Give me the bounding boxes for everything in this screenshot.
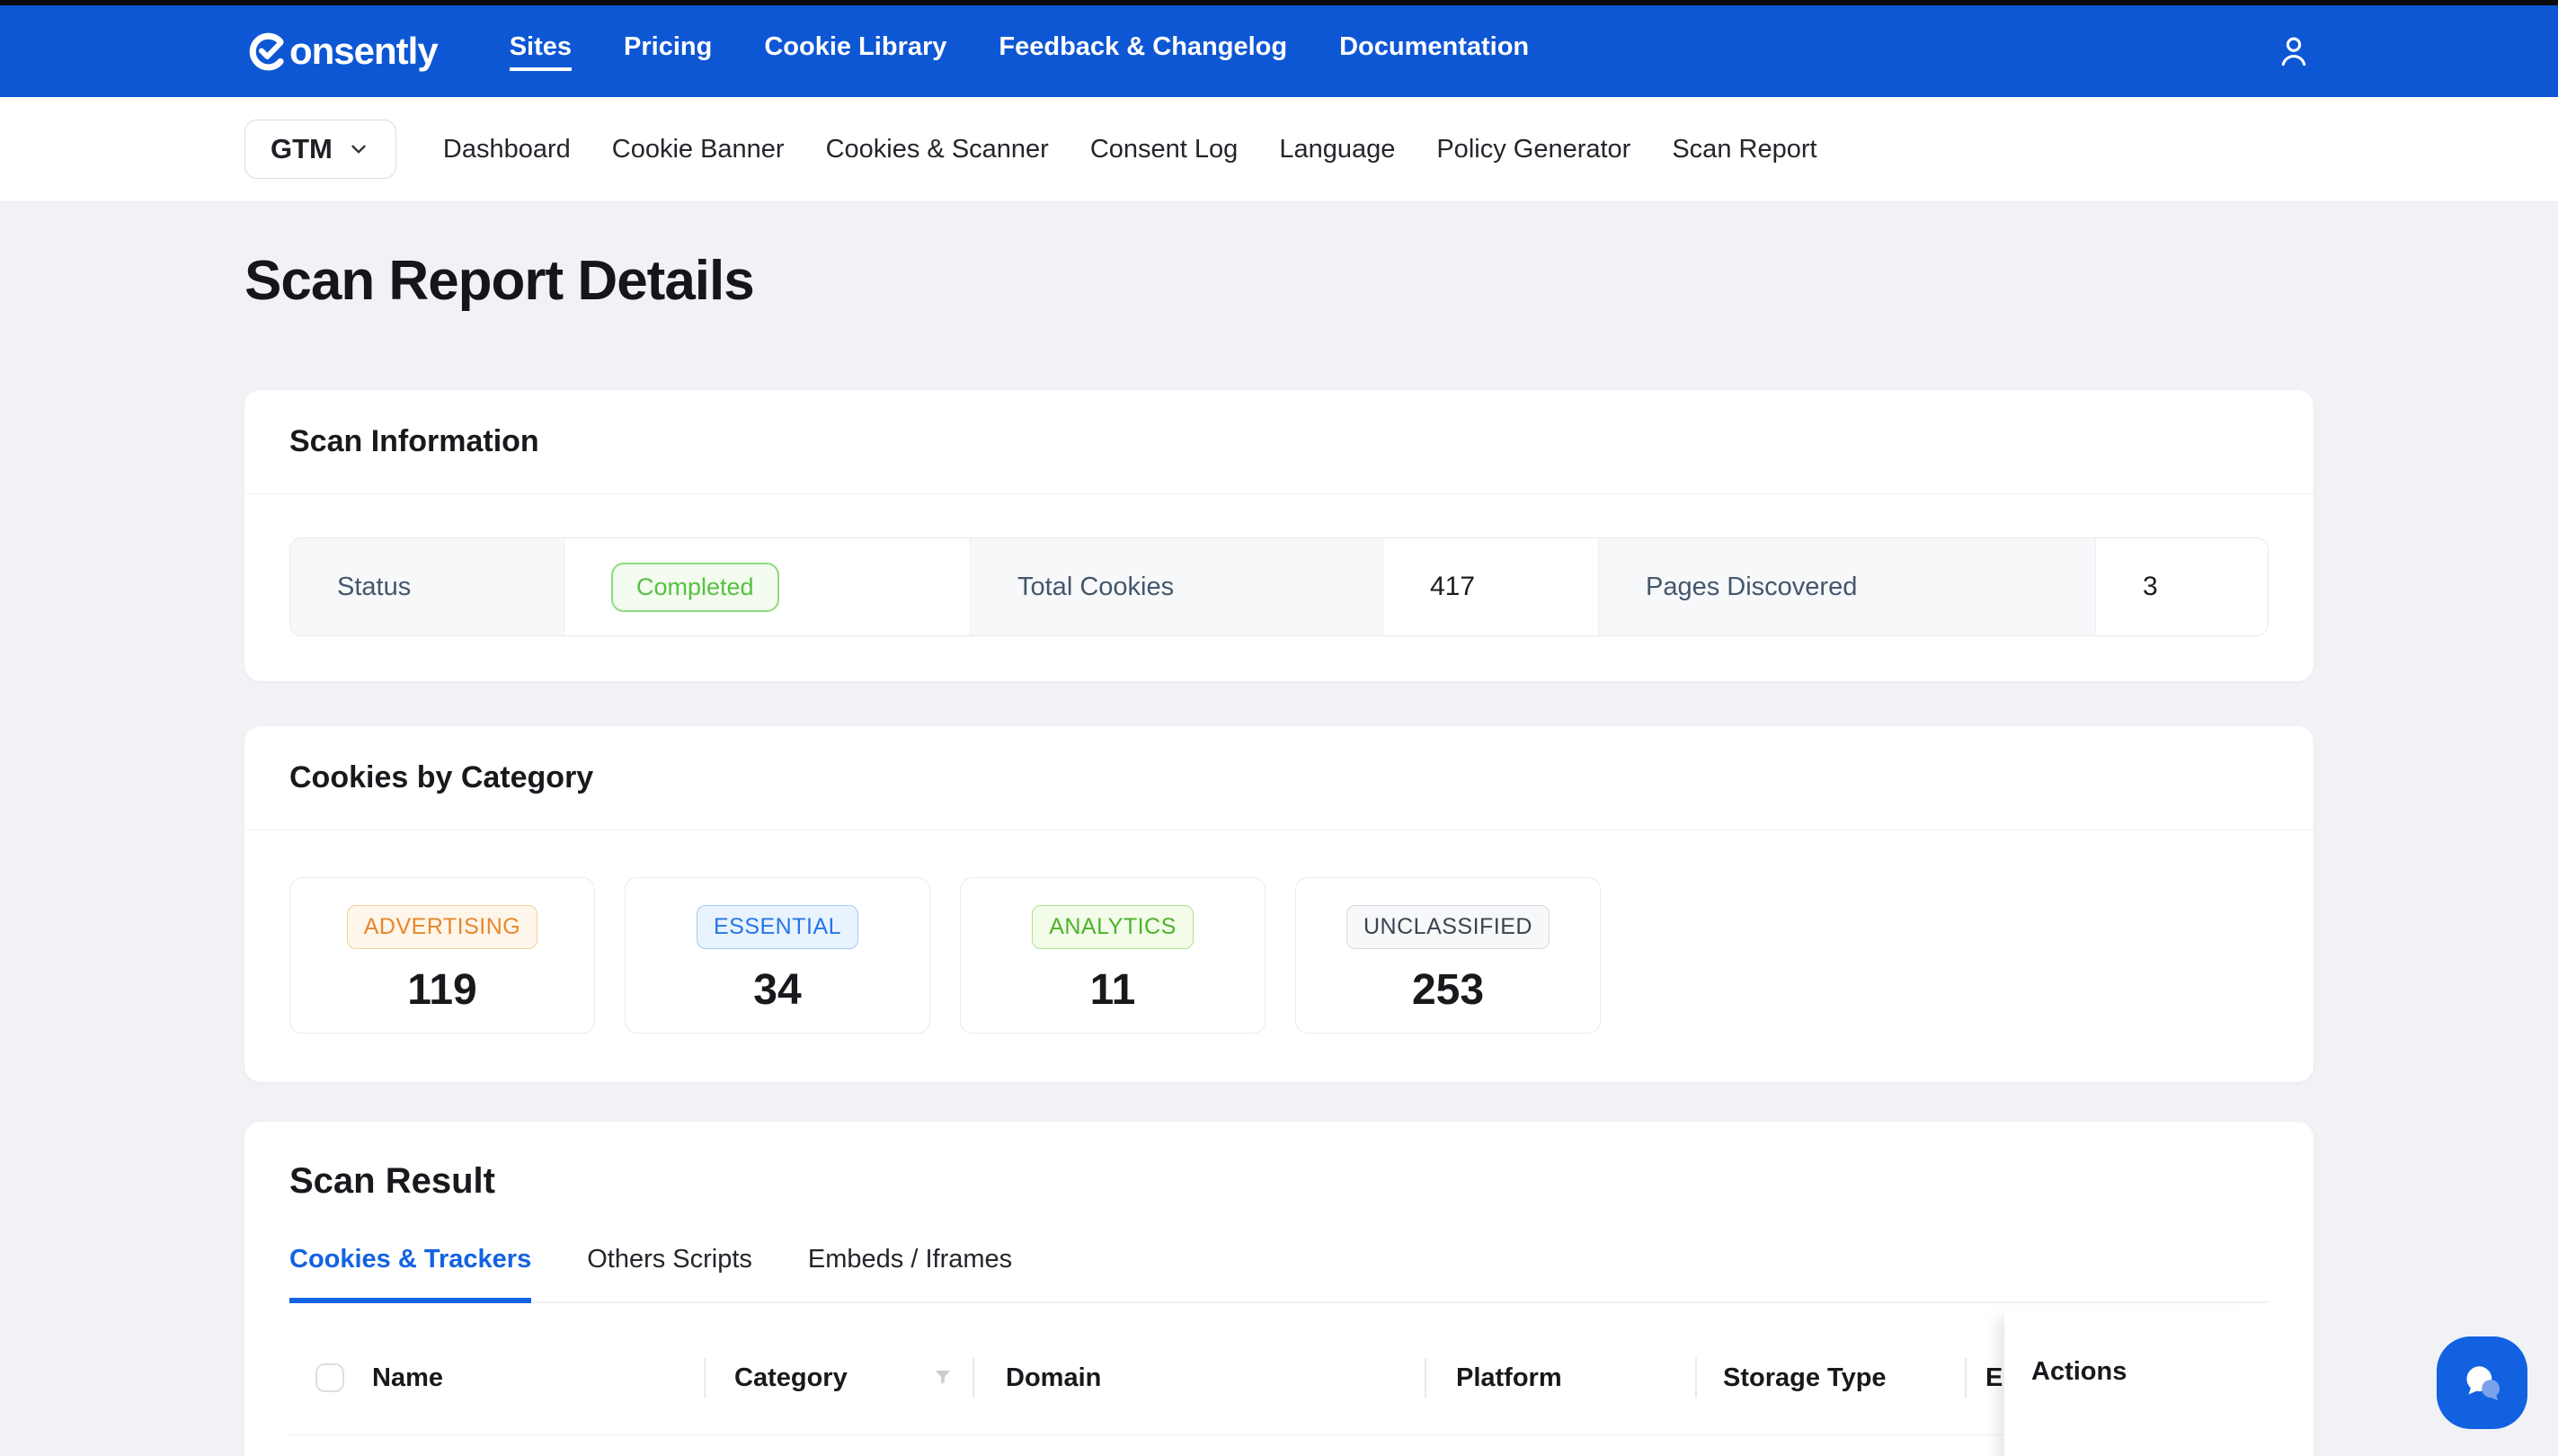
category-card-advertising: ADVERTISING 119 [289,877,595,1034]
topnav-item-feedback-changelog[interactable]: Feedback & Changelog [999,31,1288,61]
actions-column-sticky: Actions [2004,1309,2269,1456]
category-count-unclassified: 253 [1411,966,1485,1014]
category-count-analytics: 11 [1089,966,1136,1014]
category-badge-advertising: ADVERTISING [346,905,538,949]
category-count-advertising: 119 [407,966,477,1014]
tab-cookies-trackers[interactable]: Cookies & Trackers [289,1245,532,1303]
status-badge: Completed [611,562,779,612]
subnav-item-consent-log[interactable]: Consent Log [1089,134,1239,164]
subnav-item-scan-report[interactable]: Scan Report [1672,134,1817,164]
column-header-platform-label: Platform [1456,1363,1562,1392]
column-header-truncated-label: E [1985,1363,2003,1392]
column-header-domain-label: Domain [1006,1363,1102,1392]
topnav-item-pricing[interactable]: Pricing [624,31,713,61]
scan-information-card: Scan Information Status Completed Total … [244,390,2314,681]
column-header-category-label: Category [734,1363,848,1392]
topbar: onsently Sites Pricing Cookie Library Fe… [0,5,2558,97]
results-table: Name Category Domain Platform [289,1309,2269,1456]
chat-bubbles-icon [2465,1365,2500,1400]
column-header-storage-type: Storage Type [1695,1321,1965,1434]
site-navigation: GTM Dashboard Cookie Banner Cookies & Sc… [0,97,2558,202]
column-header-domain: Domain [973,1321,1425,1434]
top-navigation: Sites Pricing Cookie Library Feedback & … [509,31,1530,71]
tab-others-scripts[interactable]: Others Scripts [587,1245,752,1303]
column-header-name-label: Name [372,1363,443,1392]
total-cookies-label: Total Cookies [971,538,1383,635]
column-divider [1425,1358,1426,1398]
chevron-down-icon [351,145,366,154]
status-label: Status [290,538,564,635]
category-card-unclassified: UNCLASSIFIED 253 [1295,877,1601,1034]
site-selector-dropdown[interactable]: GTM [244,120,396,179]
page-title: Scan Report Details [244,250,755,312]
logo-wordmark: onsently [289,30,439,72]
subnav-item-policy-generator[interactable]: Policy Generator [1436,134,1631,164]
window-top-edge [0,0,2558,5]
scan-info-row: Status Completed Total Cookies 417 Pages… [289,537,2269,636]
subnav-item-dashboard[interactable]: Dashboard [442,134,571,164]
column-divider [704,1358,706,1398]
chat-widget-button[interactable] [2437,1336,2527,1429]
category-badge-unclassified: UNCLASSIFIED [1346,905,1550,949]
scan-result-card: Scan Result Cookies & Trackers Others Sc… [244,1122,2314,1456]
column-divider [1695,1358,1697,1398]
status-value-cell: Completed [564,538,971,635]
scan-result-title: Scan Result [289,1161,495,1201]
scan-information-title: Scan Information [244,390,2314,494]
column-divider [973,1358,974,1398]
category-count-essential: 34 [753,966,802,1014]
pages-discovered-value: 3 [2096,538,2268,635]
category-badge-analytics: ANALYTICS [1032,905,1194,949]
topnav-item-sites[interactable]: Sites [509,32,573,71]
total-cookies-value: 417 [1383,538,1599,635]
column-divider [1965,1358,1967,1398]
column-header-truncated: E [1965,1321,2037,1434]
category-badge-essential: ESSENTIAL [696,905,859,949]
cookies-by-category-title: Cookies by Category [244,726,2314,830]
user-icon [2281,37,2306,67]
table-header-row: Name Category Domain Platform [289,1321,2269,1435]
logo-c-check-icon [249,32,284,71]
cookies-by-category-card: Cookies by Category ADVERTISING 119 ESSE… [244,726,2314,1082]
filter-icon[interactable] [931,1366,955,1389]
topnav-item-documentation[interactable]: Documentation [1339,31,1530,61]
select-all-checkbox[interactable] [315,1363,344,1392]
pages-discovered-label: Pages Discovered [1599,538,2096,635]
user-menu-button[interactable] [2274,31,2314,71]
category-card-essential: ESSENTIAL 34 [625,877,930,1034]
column-header-actions: Actions [2031,1357,2127,1386]
subnav-item-cookie-banner[interactable]: Cookie Banner [611,134,785,164]
column-header-category: Category [704,1321,973,1434]
logo[interactable]: onsently [244,28,439,75]
category-card-analytics: ANALYTICS 11 [960,877,1266,1034]
site-selector-value: GTM [271,133,333,164]
column-header-storage-type-label: Storage Type [1723,1363,1887,1392]
subnav-item-language[interactable]: Language [1279,134,1396,164]
tab-embeds-iframes[interactable]: Embeds / Iframes [808,1245,1012,1303]
topnav-item-cookie-library[interactable]: Cookie Library [764,31,947,61]
subnav-item-cookies-scanner[interactable]: Cookies & Scanner [825,134,1049,164]
tab-bar: Cookies & Trackers Others Scripts Embeds… [289,1245,2269,1303]
column-header-platform: Platform [1425,1321,1695,1434]
column-header-name: Name [289,1321,704,1434]
